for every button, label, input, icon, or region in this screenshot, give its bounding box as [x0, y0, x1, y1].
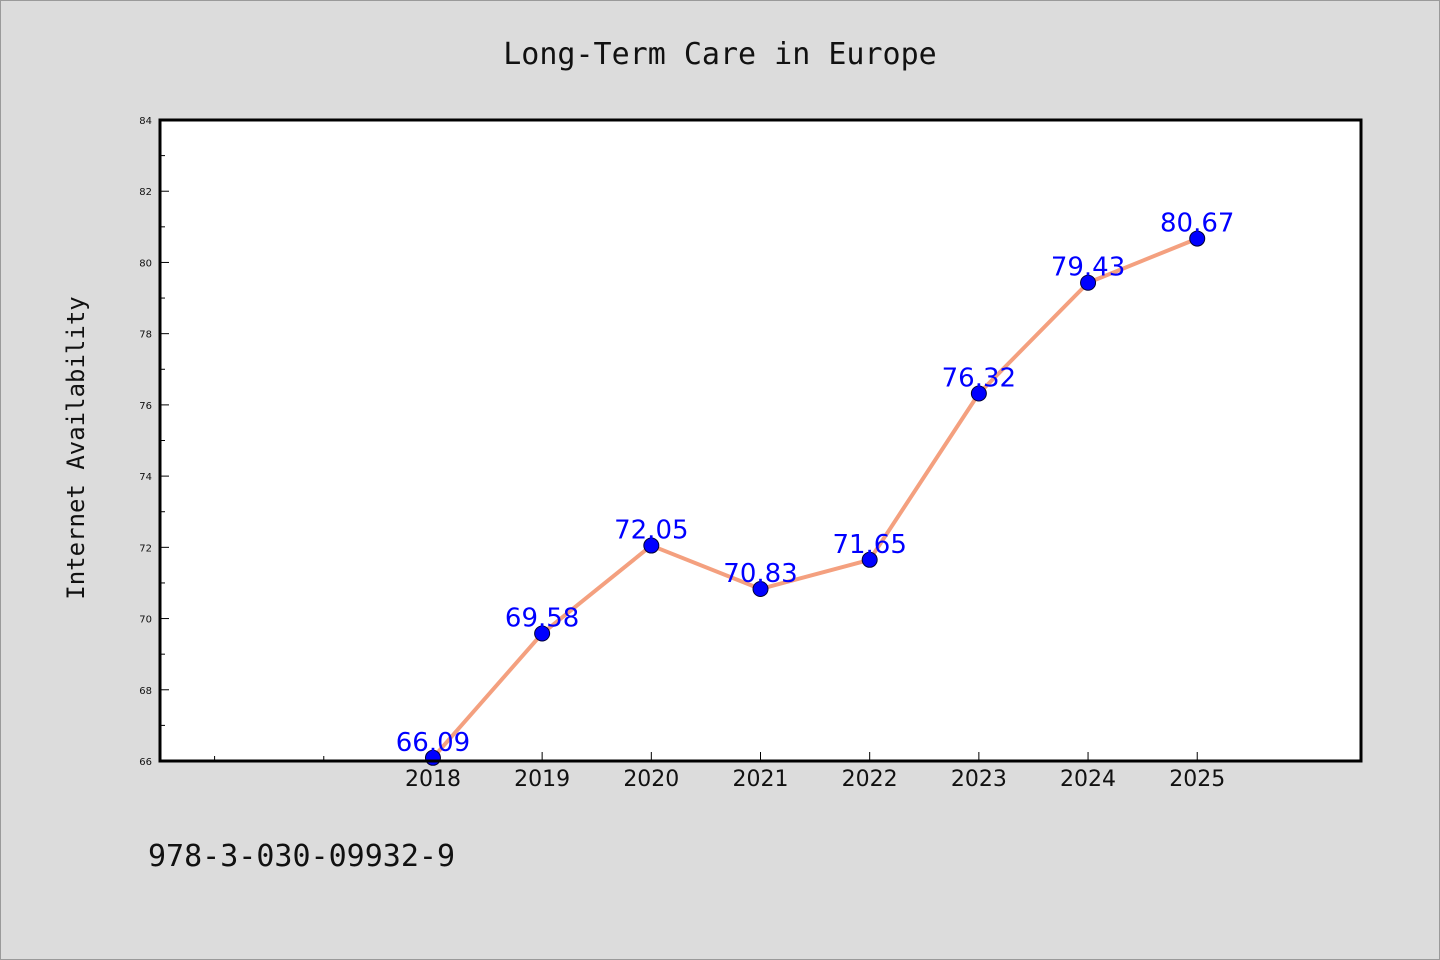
data-label: 71.65 [832, 530, 906, 560]
axis-ticks: 66 68 70 72 74 76 78 80 82 84 2018 2019 2020 2021 2022… [139, 116, 1225, 792]
x-tick-label: 2020 [623, 767, 679, 792]
data-label: 70.83 [723, 559, 797, 589]
y-tick-label: 70 [139, 615, 152, 626]
data-point [534, 625, 551, 642]
data-point [1080, 274, 1097, 291]
data-point [1189, 230, 1206, 247]
y-tick-label: 74 [139, 472, 152, 483]
data-label: 66.09 [396, 728, 470, 758]
x-tick-label: 2018 [405, 767, 461, 792]
data-point [752, 580, 769, 597]
series-line [430, 236, 1200, 760]
y-tick-label: 76 [139, 401, 152, 412]
x-tick-label: 2025 [1169, 767, 1225, 792]
chart-title: Long-Term Care in Europe [503, 37, 936, 72]
y-tick-label: 78 [139, 330, 152, 341]
data-label: 72.05 [614, 516, 688, 546]
y-tick-label: 84 [139, 116, 152, 127]
y-tick-label: 82 [139, 187, 152, 198]
data-label: 79.43 [1051, 253, 1125, 283]
data-point [970, 385, 987, 402]
x-tick-label: 2024 [1060, 767, 1116, 792]
data-point [643, 537, 660, 554]
data-label: 76.32 [942, 363, 1016, 393]
y-tick-label: 80 [139, 258, 152, 269]
series-layer: 66.09 69.58 72.05 70.83 71.65 76.32 79.43 80.67 [396, 209, 1234, 766]
isbn-label: 978-3-030-09932-9 [148, 839, 455, 874]
x-tick-label: 2019 [514, 767, 570, 792]
x-tick-label: 2023 [951, 767, 1007, 792]
plot-border [158, 118, 1363, 763]
y-tick-label: 68 [139, 686, 152, 697]
x-tick-label: 2021 [733, 767, 789, 792]
x-tick-label: 2022 [842, 767, 898, 792]
data-label: 69.58 [505, 604, 579, 634]
plot-area [160, 120, 1361, 761]
data-point [861, 551, 878, 568]
y-tick-label: 72 [139, 543, 152, 554]
y-axis-label: Internet Availability [62, 296, 90, 599]
data-label: 80.67 [1160, 209, 1234, 239]
y-tick-label: 66 [139, 757, 152, 768]
